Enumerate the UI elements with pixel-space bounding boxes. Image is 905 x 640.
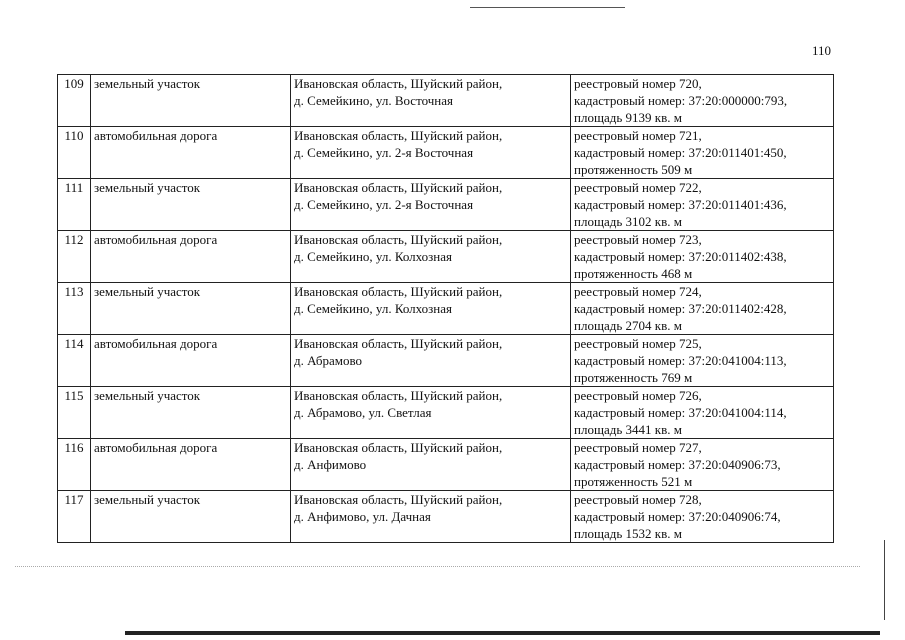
table-row: 114 автомобильная дорога Ивановская област… — [57, 334, 834, 387]
registry-info-cell-line: реестровый номер 720, — [574, 76, 702, 91]
row-number-cell: 109 — [57, 74, 91, 127]
table-row: 115 земельный участок Ивановская область, … — [57, 386, 834, 439]
registry-info-cell-line: кадастровый номер: 37:20:040906:73, — [574, 457, 781, 472]
address-cell-line: Ивановская область, Шуйский район, — [294, 128, 503, 143]
address-cell-line: д. Анфимово, ул. Дачная — [294, 509, 431, 524]
object-type-cell: земельный участок — [90, 178, 291, 231]
table-row: 116 автомобильная дорога Ивановская област… — [57, 438, 834, 491]
registry-info-cell: реестровый номер 720, кадастровый номер: … — [570, 74, 834, 127]
registry-info-cell: реестровый номер 726, кадастровый номер: … — [570, 386, 834, 439]
top-rule — [470, 7, 625, 8]
registry-info-cell-line: протяженность 769 м — [574, 370, 693, 385]
object-type-cell: автомобильная дорога — [90, 334, 291, 387]
registry-info-cell: реестровый номер 723, кадастровый номер: … — [570, 230, 834, 283]
address-cell-line: д. Семейкино, ул. 2-я Восточная — [294, 145, 474, 160]
registry-info-cell-line: кадастровый номер: 37:20:011401:436, — [574, 197, 787, 212]
registry-info-cell-line: кадастровый номер: 37:20:041004:113, — [574, 353, 787, 368]
address-cell-line: Ивановская область, Шуйский район, — [294, 492, 503, 507]
address-cell-line: д. Семейкино, ул. Колхозная — [294, 301, 452, 316]
row-number-cell: 110 — [57, 126, 91, 179]
table-row: 112 автомобильная дорога Ивановская област… — [57, 230, 834, 283]
registry-info-cell-line: протяженность 509 м — [574, 162, 693, 177]
address-cell: Ивановская область, Шуйский район, д. Сем… — [290, 74, 571, 127]
object-type-cell: земельный участок — [90, 282, 291, 335]
address-cell-line: Ивановская область, Шуйский район, — [294, 180, 503, 195]
registry-info-cell: реестровый номер 725, кадастровый номер: … — [570, 334, 834, 387]
address-cell: Ивановская область, Шуйский район, д. Анф… — [290, 490, 571, 543]
registry-info-cell-line: кадастровый номер: 37:20:011401:450, — [574, 145, 787, 160]
row-number-cell: 112 — [57, 230, 91, 283]
property-table: 109 земельный участок Ивановская область, … — [57, 74, 834, 543]
scan-artifact-line — [15, 566, 860, 567]
address-cell-line: д. Семейкино, ул. 2-я Восточная — [294, 197, 474, 212]
address-cell: Ивановская область, Шуйский район, д. Сем… — [290, 282, 571, 335]
scan-edge-line — [884, 540, 885, 620]
table-row: 109 земельный участок Ивановская область, … — [57, 74, 834, 127]
registry-info-cell-line: протяженность 521 м — [574, 474, 693, 489]
object-type-cell: земельный участок — [90, 74, 291, 127]
address-cell-line: Ивановская область, Шуйский район, — [294, 232, 503, 247]
address-cell: Ивановская область, Шуйский район, д. Сем… — [290, 230, 571, 283]
table-row: 111 земельный участок Ивановская область, … — [57, 178, 834, 231]
registry-info-cell-line: кадастровый номер: 37:20:011402:428, — [574, 301, 787, 316]
address-cell-line: Ивановская область, Шуйский район, — [294, 284, 503, 299]
row-number-cell: 116 — [57, 438, 91, 491]
registry-info-cell-line: реестровый номер 723, — [574, 232, 702, 247]
row-number-cell: 114 — [57, 334, 91, 387]
registry-info-cell: реестровый номер 722, кадастровый номер: … — [570, 178, 834, 231]
registry-info-cell-line: площадь 3102 кв. м — [574, 214, 682, 229]
address-cell: Ивановская область, Шуйский район, д. Сем… — [290, 126, 571, 179]
table-row: 113 земельный участок Ивановская область, … — [57, 282, 834, 335]
registry-info-cell-line: площадь 9139 кв. м — [574, 110, 682, 125]
address-cell: Ивановская область, Шуйский район, д. Абр… — [290, 386, 571, 439]
address-cell-line: д. Абрамово — [294, 353, 363, 368]
registry-info-cell-line: протяженность 468 м — [574, 266, 693, 281]
object-type-cell: автомобильная дорога — [90, 126, 291, 179]
page-number: 110 — [812, 43, 832, 58]
registry-info-cell: реестровый номер 721, кадастровый номер: … — [570, 126, 834, 179]
address-cell-line: Ивановская область, Шуйский район, — [294, 336, 503, 351]
registry-info-cell: реестровый номер 724, кадастровый номер: … — [570, 282, 834, 335]
registry-info-cell: реестровый номер 728, кадастровый номер: … — [570, 490, 834, 543]
registry-info-cell-line: площадь 2704 кв. м — [574, 318, 682, 333]
registry-info-cell-line: реестровый номер 726, — [574, 388, 702, 403]
address-cell-line: д. Анфимово — [294, 457, 367, 472]
registry-info-cell-line: реестровый номер 724, — [574, 284, 702, 299]
address-cell: Ивановская область, Шуйский район, д. Сем… — [290, 178, 571, 231]
registry-info-cell-line: реестровый номер 722, — [574, 180, 702, 195]
address-cell: Ивановская область, Шуйский район, д. Абр… — [290, 334, 571, 387]
registry-info-cell: реестровый номер 727, кадастровый номер: … — [570, 438, 834, 491]
row-number-cell: 115 — [57, 386, 91, 439]
registry-info-cell-line: реестровый номер 728, — [574, 492, 702, 507]
registry-info-cell-line: кадастровый номер: 37:20:000000:793, — [574, 93, 788, 108]
table-row: 110 автомобильная дорога Ивановская област… — [57, 126, 834, 179]
registry-info-cell-line: площадь 1532 кв. м — [574, 526, 682, 541]
registry-info-cell-line: площадь 3441 кв. м — [574, 422, 682, 437]
registry-info-cell-line: реестровый номер 725, — [574, 336, 702, 351]
row-number-cell: 113 — [57, 282, 91, 335]
object-type-cell: земельный участок — [90, 490, 291, 543]
registry-info-cell-line: кадастровый номер: 37:20:040906:74, — [574, 509, 781, 524]
address-cell-line: д. Семейкино, ул. Колхозная — [294, 249, 452, 264]
address-cell-line: Ивановская область, Шуйский район, — [294, 388, 503, 403]
address-cell-line: д. Абрамово, ул. Светлая — [294, 405, 432, 420]
address-cell-line: д. Семейкино, ул. Восточная — [294, 93, 453, 108]
scan-bottom-edge — [125, 631, 880, 635]
registry-info-cell-line: кадастровый номер: 37:20:041004:114, — [574, 405, 787, 420]
registry-info-cell-line: кадастровый номер: 37:20:011402:438, — [574, 249, 787, 264]
registry-info-cell-line: реестровый номер 727, — [574, 440, 702, 455]
object-type-cell: автомобильная дорога — [90, 438, 291, 491]
object-type-cell: земельный участок — [90, 386, 291, 439]
address-cell: Ивановская область, Шуйский район, д. Анф… — [290, 438, 571, 491]
address-cell-line: Ивановская область, Шуйский район, — [294, 76, 503, 91]
row-number-cell: 111 — [57, 178, 91, 231]
row-number-cell: 117 — [57, 490, 91, 543]
object-type-cell: автомобильная дорога — [90, 230, 291, 283]
table-row: 117 земельный участок Ивановская область, … — [57, 490, 834, 543]
registry-info-cell-line: реестровый номер 721, — [574, 128, 702, 143]
address-cell-line: Ивановская область, Шуйский район, — [294, 440, 503, 455]
